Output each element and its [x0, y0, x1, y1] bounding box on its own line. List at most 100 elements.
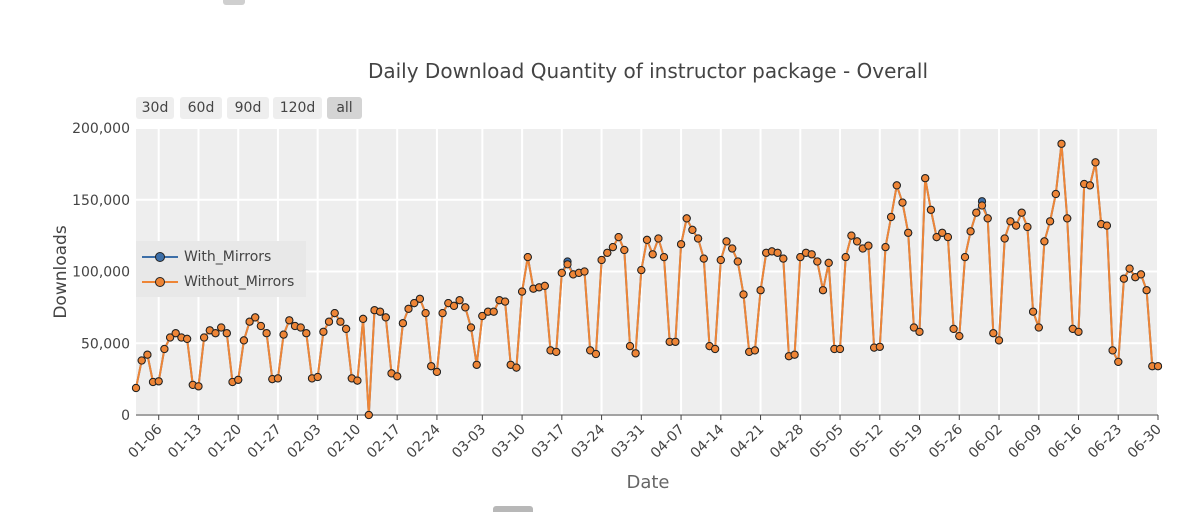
data-point[interactable]	[1017, 208, 1026, 217]
data-point[interactable]	[824, 258, 833, 267]
data-point[interactable]	[921, 174, 930, 183]
data-point[interactable]	[376, 307, 385, 316]
data-point[interactable]	[222, 329, 231, 338]
data-point[interactable]	[699, 254, 708, 263]
data-point[interactable]	[273, 374, 282, 383]
data-point[interactable]	[540, 281, 549, 290]
data-point[interactable]	[393, 372, 402, 381]
data-point[interactable]	[279, 330, 288, 339]
data-point[interactable]	[597, 255, 606, 265]
data-point[interactable]	[256, 321, 265, 331]
data-point[interactable]	[472, 360, 481, 369]
data-point[interactable]	[552, 347, 561, 356]
data-point[interactable]	[1040, 237, 1049, 246]
data-point[interactable]	[557, 268, 566, 277]
data-point[interactable]	[1046, 217, 1055, 226]
data-point[interactable]	[960, 253, 970, 262]
data-point[interactable]	[892, 181, 901, 190]
data-point[interactable]	[1029, 307, 1038, 316]
data-point[interactable]	[1051, 189, 1060, 199]
data-point[interactable]	[166, 333, 175, 342]
data-point[interactable]	[313, 372, 322, 382]
data-point[interactable]	[364, 410, 373, 420]
data-point[interactable]	[853, 237, 862, 246]
data-point[interactable]	[591, 349, 601, 359]
data-point[interactable]	[1125, 264, 1134, 273]
data-point[interactable]	[818, 286, 828, 295]
data-point[interactable]	[949, 324, 958, 333]
data-point[interactable]	[864, 241, 873, 250]
data-point[interactable]	[421, 309, 430, 318]
legend-item-without-mirrors[interactable]: Without_Mirrors	[142, 271, 294, 293]
data-point[interactable]	[779, 254, 788, 263]
data-point[interactable]	[807, 250, 816, 259]
range-button-60d[interactable]: 60d	[180, 97, 222, 119]
data-point[interactable]	[501, 297, 510, 306]
data-point[interactable]	[449, 301, 459, 310]
data-point[interactable]	[478, 311, 487, 321]
data-point[interactable]	[1108, 346, 1117, 355]
data-point[interactable]	[875, 342, 884, 351]
data-point[interactable]	[211, 329, 220, 338]
data-point[interactable]	[943, 233, 953, 242]
data-point[interactable]	[336, 317, 345, 326]
data-point[interactable]	[790, 350, 799, 359]
data-point[interactable]	[262, 329, 271, 338]
data-point[interactable]	[989, 329, 998, 338]
data-point[interactable]	[648, 250, 657, 259]
data-point[interactable]	[427, 362, 436, 371]
data-point[interactable]	[955, 332, 964, 341]
data-point[interactable]	[563, 260, 572, 269]
data-point[interactable]	[410, 299, 419, 308]
data-point[interactable]	[432, 367, 441, 376]
data-point[interactable]	[642, 235, 652, 244]
data-point[interactable]	[1136, 270, 1146, 279]
data-point[interactable]	[835, 344, 845, 354]
data-point[interactable]	[1012, 221, 1021, 230]
data-point[interactable]	[512, 363, 521, 372]
data-point[interactable]	[217, 323, 226, 332]
data-point[interactable]	[711, 344, 720, 354]
range-button-120d[interactable]: 120d	[273, 97, 322, 119]
data-point[interactable]	[926, 205, 936, 214]
data-point[interactable]	[330, 309, 339, 318]
data-point[interactable]	[1034, 323, 1043, 332]
data-point[interactable]	[137, 356, 146, 365]
data-point[interactable]	[1153, 362, 1163, 371]
data-point[interactable]	[887, 212, 896, 222]
data-point[interactable]	[1119, 274, 1129, 283]
data-point[interactable]	[637, 266, 646, 275]
data-point[interactable]	[1057, 139, 1066, 148]
data-point[interactable]	[983, 214, 992, 223]
data-point[interactable]	[722, 237, 731, 246]
data-point[interactable]	[415, 294, 424, 303]
data-point[interactable]	[324, 317, 334, 326]
data-point[interactable]	[194, 382, 203, 391]
data-point[interactable]	[404, 304, 413, 313]
data-point[interactable]	[716, 255, 725, 265]
data-point[interactable]	[773, 248, 782, 257]
data-point[interactable]	[455, 296, 464, 305]
data-point[interactable]	[614, 233, 623, 242]
data-point[interactable]	[750, 346, 760, 355]
range-button-all[interactable]: all	[327, 97, 362, 119]
data-point[interactable]	[438, 309, 447, 318]
data-point[interactable]	[932, 233, 941, 242]
data-point[interactable]	[580, 267, 589, 276]
data-point[interactable]	[654, 234, 663, 243]
data-point[interactable]	[972, 208, 981, 217]
data-point[interactable]	[171, 329, 180, 338]
data-point[interactable]	[234, 375, 243, 384]
data-point[interactable]	[977, 201, 987, 210]
data-point[interactable]	[733, 257, 742, 266]
data-point[interactable]	[728, 244, 737, 253]
data-point[interactable]	[1142, 286, 1151, 295]
data-point[interactable]	[608, 243, 618, 252]
data-point[interactable]	[631, 349, 640, 358]
data-point[interactable]	[813, 257, 822, 266]
data-point[interactable]	[245, 317, 254, 326]
data-point[interactable]	[739, 290, 748, 299]
data-point[interactable]	[671, 337, 680, 346]
data-point[interactable]	[302, 329, 311, 338]
data-point[interactable]	[1085, 181, 1095, 190]
